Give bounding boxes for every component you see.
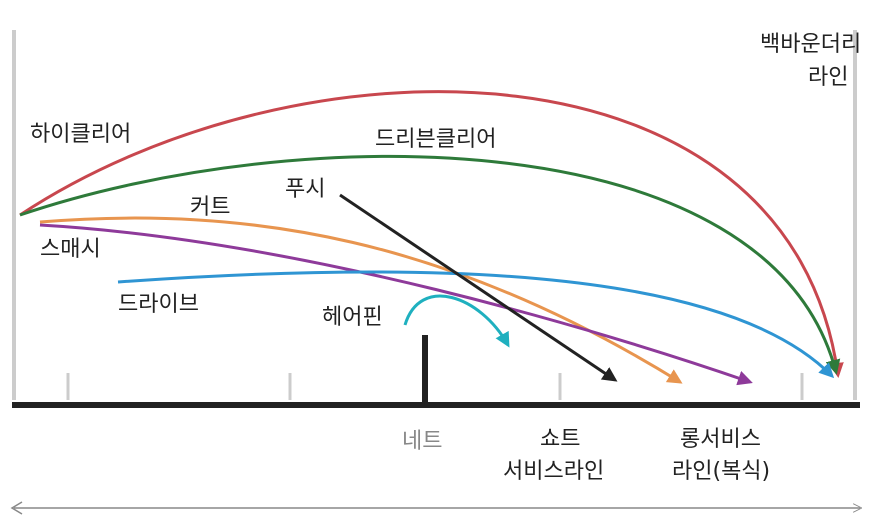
label: 드리븐클리어 bbox=[375, 127, 496, 152]
label: 롱서비스 bbox=[680, 427, 761, 452]
label: 백바운더리 bbox=[760, 32, 861, 57]
court bbox=[12, 30, 860, 408]
label: 푸시 bbox=[285, 177, 325, 202]
label: 라인(복식) bbox=[672, 459, 770, 484]
trajectories bbox=[19, 90, 844, 386]
label: 라인 bbox=[808, 65, 848, 90]
label: 헤어핀 bbox=[322, 305, 383, 330]
arrow-head bbox=[10, 501, 23, 515]
label: 네트 bbox=[402, 429, 442, 454]
label: 쇼트 bbox=[540, 427, 580, 452]
label: 커트 bbox=[190, 195, 230, 220]
label: 서비스라인 bbox=[503, 459, 604, 484]
label: 드라이브 bbox=[118, 292, 199, 317]
label: 스매시 bbox=[40, 237, 101, 262]
label: 하이클리어 bbox=[30, 122, 131, 147]
